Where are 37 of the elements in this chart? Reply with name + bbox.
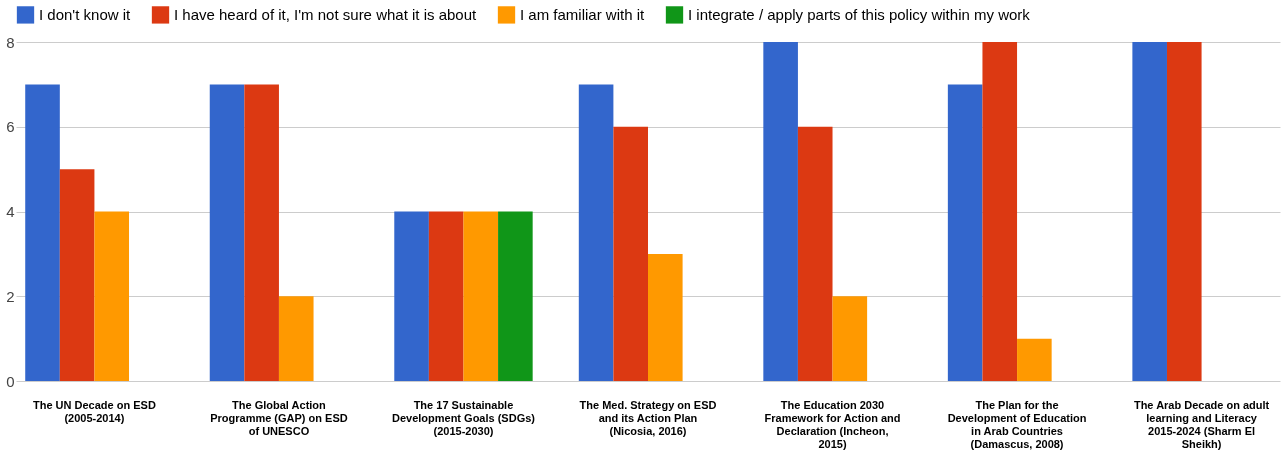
legend-label: I have heard of it, I'm not sure what it is about xyxy=(174,5,478,23)
legend-label: I don't know it xyxy=(39,5,132,23)
bar xyxy=(578,84,614,381)
y-tick-label: 0 xyxy=(6,372,15,390)
y-tick-label: 6 xyxy=(6,118,15,136)
bar xyxy=(25,84,60,381)
bar xyxy=(463,211,499,381)
y-tick-label: 2 xyxy=(6,287,15,305)
bar xyxy=(59,169,95,381)
bar xyxy=(209,84,245,381)
bar xyxy=(278,296,314,381)
bar xyxy=(797,126,833,381)
x-tick-label: The Med. Strategy on ESD and its Action Plan (Nicosia, 2016) xyxy=(579,398,717,437)
x-tick-label: The Global Action Programme (GAP) on ESD of UNESCO xyxy=(210,398,348,437)
x-tick-label: The Education 2030 Framework for Action and Declaration (Incheon, 2015) xyxy=(764,398,901,450)
legend-label: I am familiar with it xyxy=(520,5,646,23)
bar xyxy=(1132,42,1167,381)
y-tick-label: 4 xyxy=(6,203,15,220)
bar xyxy=(1017,338,1052,381)
bar xyxy=(244,84,279,381)
legend-label: I integrate / apply parts of this policy within my work xyxy=(688,5,1031,23)
bar xyxy=(428,211,464,381)
x-tick-label: The Arab Decade on adult learning and Literacy 2015-2024 (Sharm El Sheikh) xyxy=(1133,398,1270,450)
bar xyxy=(1166,42,1202,381)
bar xyxy=(613,126,648,381)
y-tick-label: 8 xyxy=(6,33,15,51)
bar xyxy=(498,211,533,381)
x-tick-label: The 17 Sustainable Development Goals (SDGs) (2015-2030) xyxy=(391,398,536,437)
bar xyxy=(832,296,868,381)
bar xyxy=(94,211,130,381)
bar xyxy=(947,84,983,381)
bar xyxy=(763,42,798,381)
bar xyxy=(648,253,683,381)
bar xyxy=(394,211,429,381)
x-tick-label: The UN Decade on ESD (2005-2014) xyxy=(32,398,156,424)
bar xyxy=(982,42,1018,381)
x-tick-label: The Plan for the Development of Education in Arab Countries (Damascus, 2008) xyxy=(947,398,1087,450)
